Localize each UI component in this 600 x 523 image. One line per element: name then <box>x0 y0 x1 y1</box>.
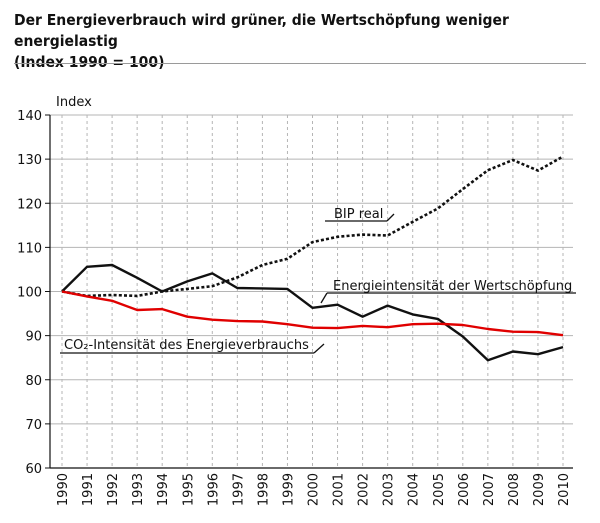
x-tick-label-2010: 2010 <box>557 473 572 506</box>
x-tick-label-2005: 2005 <box>432 473 447 506</box>
y-tick-label-100: 100 <box>17 286 42 301</box>
series-line-0 <box>61 155 564 298</box>
grid <box>50 114 573 469</box>
x-tick-label-1992: 1992 <box>106 473 121 506</box>
x-tick-label-2009: 2009 <box>532 473 547 506</box>
x-tick-label-1994: 1994 <box>156 473 171 506</box>
y-tick-label-120: 120 <box>17 197 42 212</box>
x-tick-label-1999: 1999 <box>281 473 296 506</box>
x-tick-label-1990: 1990 <box>56 473 71 506</box>
series-line-2 <box>61 290 564 337</box>
chart-title-block: Der Energieverbrauch wird grüner, die We… <box>14 10 586 73</box>
series-line-1 <box>61 263 564 362</box>
bip-label-leader <box>386 213 395 222</box>
y-axis-label: Index <box>56 95 92 110</box>
x-tick-label-2003: 2003 <box>382 473 397 506</box>
annotations: BIP real Energieintensität der Wertschöp… <box>60 207 576 354</box>
chart-subtitle: (Index 1990 = 100) <box>14 53 165 71</box>
x-tick-label-1995: 1995 <box>181 473 196 506</box>
x-tick-label-2002: 2002 <box>357 473 372 506</box>
co2-label-leader <box>313 343 325 354</box>
y-tick-label-60: 60 <box>25 462 42 477</box>
x-tick-label-1991: 1991 <box>81 473 96 506</box>
x-tick-label-2000: 2000 <box>307 473 322 506</box>
x-tick-label-1997: 1997 <box>231 473 246 506</box>
axes: 60 70 80 90 100 110 120 130 140 1990 1991 1992 1993 1… <box>17 95 573 506</box>
annotation-bip-real: BIP real <box>334 207 383 222</box>
energy-label-leader <box>320 292 328 304</box>
x-tick-label-2007: 2007 <box>482 473 497 506</box>
title-divider <box>14 63 586 64</box>
y-tick-label-130: 130 <box>17 153 42 168</box>
chart-title: Der Energieverbrauch wird grüner, die We… <box>14 11 509 50</box>
x-tick-label-2006: 2006 <box>457 473 472 506</box>
x-tick-label-2004: 2004 <box>407 473 422 506</box>
x-tick-label-2008: 2008 <box>507 473 522 506</box>
x-tick-label-1993: 1993 <box>131 473 146 506</box>
y-tick-label-90: 90 <box>25 330 42 345</box>
annotation-energieintensitaet: Energieintensität der Wertschöpfung <box>333 279 572 294</box>
annotation-co2-intensitaet: CO₂-Intensität des Energieverbrauchs <box>64 338 309 353</box>
y-tick-label-80: 80 <box>25 374 42 389</box>
series-group <box>61 155 564 362</box>
x-tick-label-1996: 1996 <box>206 473 221 506</box>
x-tick-label-1998: 1998 <box>256 473 271 506</box>
x-tick-label-2001: 2001 <box>332 473 347 506</box>
y-tick-label-110: 110 <box>17 241 42 256</box>
y-tick-label-140: 140 <box>17 109 42 124</box>
y-tick-label-70: 70 <box>25 418 42 433</box>
